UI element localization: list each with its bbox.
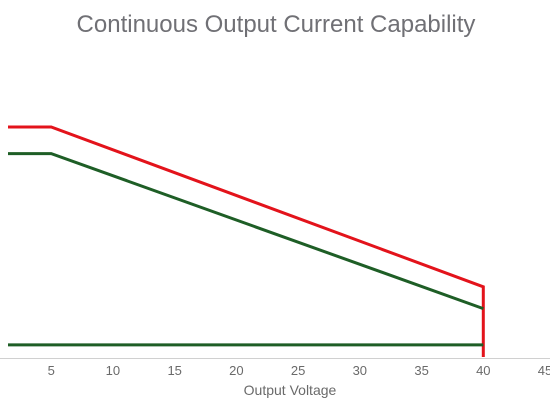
x-axis-label: Output Voltage xyxy=(244,382,337,398)
x-tick-label: 25 xyxy=(291,363,305,378)
x-axis-ticks: 5 10 15 20 25 30 35 40 45 xyxy=(48,363,550,378)
x-tick-label: 45 xyxy=(538,363,550,378)
series-line-1 xyxy=(8,125,485,357)
x-tick-label: 30 xyxy=(353,363,367,378)
x-tick-label: 10 xyxy=(106,363,120,378)
chart-title: Continuous Output Current Capability xyxy=(77,11,476,38)
plot-area xyxy=(8,125,485,357)
x-tick-label: 5 xyxy=(48,363,55,378)
x-tick-label: 40 xyxy=(476,363,490,378)
x-tick-label: 20 xyxy=(229,363,243,378)
series-line-2 xyxy=(8,152,484,311)
x-tick-label: 15 xyxy=(167,363,181,378)
x-tick-label: 35 xyxy=(414,363,428,378)
